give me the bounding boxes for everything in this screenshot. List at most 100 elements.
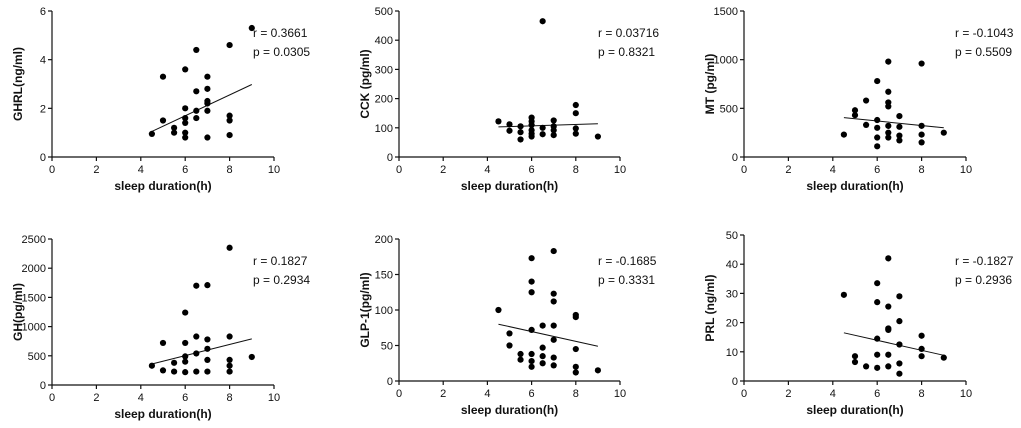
data-point: [517, 123, 524, 130]
x-tick-label: 2: [440, 164, 446, 176]
data-point: [495, 118, 502, 125]
data-point: [572, 363, 579, 370]
x-tick-label: 8: [919, 164, 925, 176]
trend-line: [151, 84, 253, 132]
data-point: [572, 345, 579, 353]
data-point: [226, 112, 233, 119]
data-point: [885, 363, 892, 370]
data-point: [204, 368, 211, 375]
data-point: [896, 318, 903, 325]
data-point: [204, 107, 211, 114]
data-point: [204, 336, 211, 343]
data-point: [918, 122, 925, 129]
x-tick-label: 0: [49, 164, 55, 176]
p-value-label: p = 0.0305: [253, 45, 310, 59]
trend-line: [151, 338, 252, 365]
y-axis-title: PRL (ng/ml): [703, 274, 717, 341]
x-tick-label: 6: [529, 388, 535, 400]
data-point: [193, 282, 200, 289]
x-axis-title: sleep duration(h): [461, 403, 558, 417]
data-point: [226, 333, 233, 340]
p-value-label: p = 0.2934: [253, 273, 310, 287]
panel-gh: 0 2 4 6 8 10 0 500 1000 1500 2000 2500 sleep duratio…: [11, 234, 310, 421]
data-point: [193, 46, 200, 54]
data-point: [182, 339, 189, 347]
data-point: [885, 58, 892, 65]
data-point: [193, 350, 200, 357]
data-point: [874, 134, 881, 141]
data-point: [874, 351, 881, 358]
data-point: [896, 123, 903, 130]
data-point: [550, 354, 557, 361]
y-tick-label: 20: [726, 318, 738, 330]
x-tick-label: 0: [396, 164, 402, 176]
data-point: [204, 73, 211, 80]
data-point: [874, 143, 881, 150]
data-point: [594, 367, 602, 374]
data-point: [896, 137, 903, 144]
data-point: [550, 362, 557, 369]
trend-line: [843, 117, 944, 129]
data-point: [506, 342, 513, 349]
data-point: [204, 282, 211, 289]
x-axis-title: sleep duration(h): [114, 179, 211, 193]
x-axis-title: sleep duration(h): [806, 403, 903, 417]
y-tick-label: 0: [40, 152, 46, 164]
x-tick-label: 10: [960, 164, 972, 176]
trend-line: [498, 123, 598, 128]
data-point: [918, 345, 925, 352]
y-tick-label: 500: [28, 351, 46, 363]
data-point: [226, 362, 233, 369]
data-point: [885, 122, 892, 129]
x-tick-label: 10: [268, 392, 280, 404]
x-tick-label: 0: [741, 388, 747, 400]
data-point: [550, 298, 557, 305]
x-tick-label: 0: [396, 388, 402, 400]
data-point: [182, 134, 189, 141]
data-point: [182, 114, 189, 122]
data-point: [528, 289, 535, 296]
data-point: [528, 255, 535, 262]
y-tick-label: 100: [375, 305, 393, 317]
data-point: [550, 123, 557, 130]
data-point: [840, 291, 848, 298]
y-tick-label: 0: [387, 376, 393, 388]
data-point: [148, 362, 155, 369]
data-point: [226, 41, 233, 49]
data-point: [572, 125, 579, 132]
p-value-label: p = 0.8321: [598, 45, 655, 59]
data-point: [572, 311, 579, 319]
data-point: [840, 131, 848, 138]
x-tick-label: 10: [268, 164, 280, 176]
data-point: [495, 306, 502, 314]
y-tick-label: 30: [726, 288, 738, 300]
data-point: [874, 335, 881, 342]
data-point: [874, 364, 881, 371]
y-tick-label: 150: [375, 270, 393, 282]
x-tick-label: 8: [227, 164, 233, 176]
data-point: [528, 127, 535, 134]
data-point: [885, 134, 892, 141]
data-point: [517, 136, 524, 143]
data-point: [528, 350, 535, 358]
data-point: [550, 322, 557, 329]
p-value-label: p = 0.3331: [598, 273, 655, 287]
data-point: [159, 117, 167, 124]
data-point: [885, 351, 892, 358]
data-point: [171, 124, 178, 131]
panel-prl: 0 2 4 6 8 10 0 10 20 30 40 50 sleep duration(h) PRL (…: [703, 230, 1014, 417]
data-point: [182, 309, 189, 316]
x-axis-title: sleep duration(h): [806, 179, 903, 193]
data-point: [572, 130, 579, 137]
y-axis-title: GLP-1(pg/ml): [358, 272, 372, 347]
y-tick-label: 1000: [22, 322, 46, 334]
x-tick-label: 2: [93, 164, 99, 176]
data-point: [204, 134, 211, 141]
x-axis-title: sleep duration(h): [461, 179, 558, 193]
x-tick-label: 2: [440, 388, 446, 400]
data-point: [171, 359, 178, 366]
data-point: [506, 121, 513, 128]
data-point: [539, 124, 546, 131]
